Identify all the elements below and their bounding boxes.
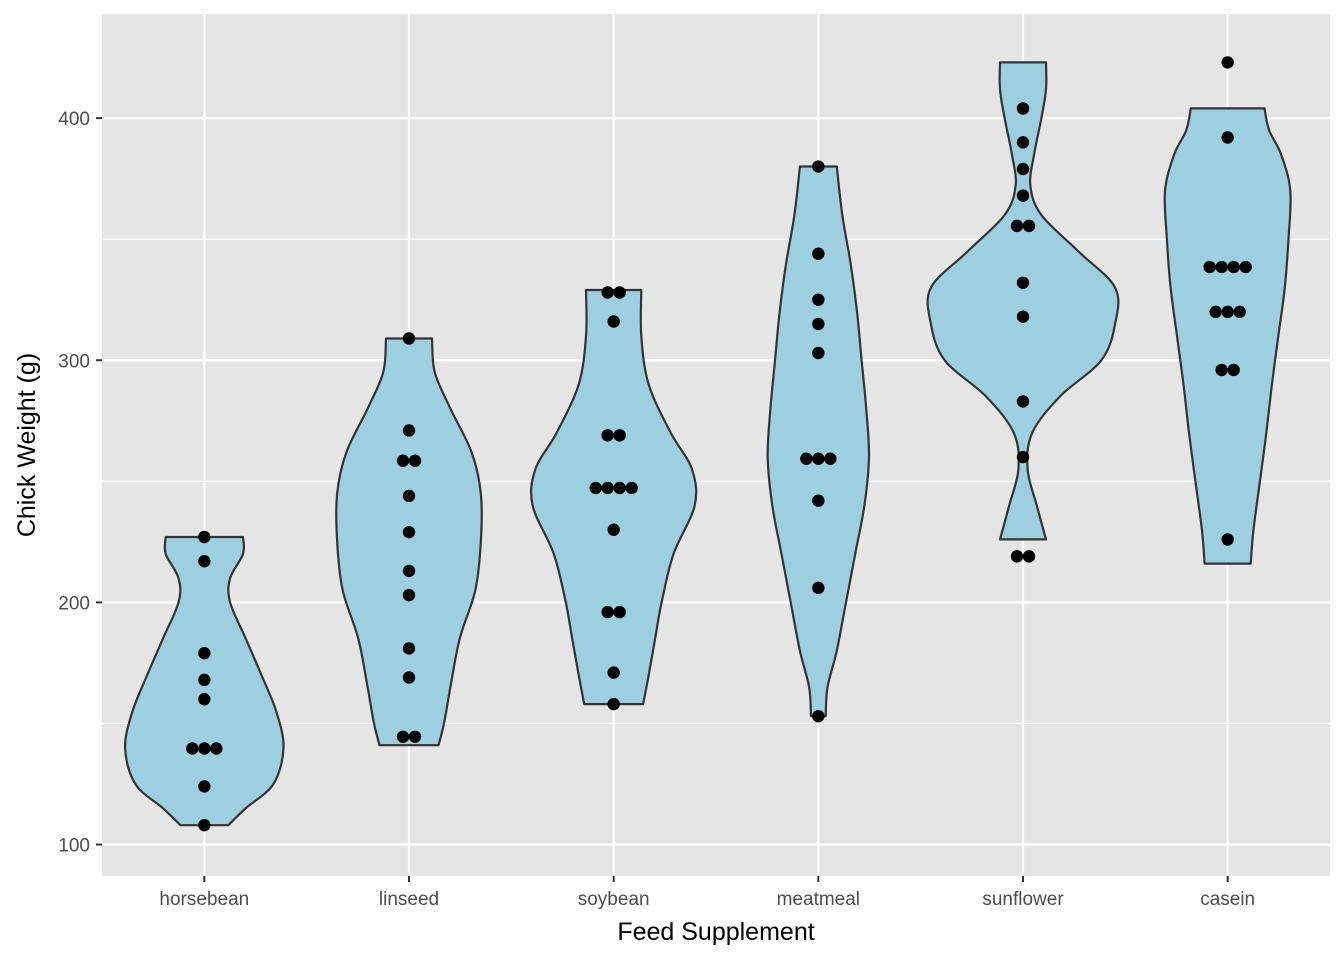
data-point-soybean <box>613 605 626 619</box>
data-point-sunflower <box>1016 276 1030 289</box>
data-point-meatmeal <box>812 581 825 595</box>
data-point-horsebean <box>198 647 211 660</box>
data-point-sunflower <box>1016 136 1030 149</box>
data-point-sunflower <box>1016 395 1030 408</box>
data-point-meatmeal <box>812 346 825 360</box>
data-point-horsebean <box>186 742 199 755</box>
data-point-meatmeal <box>812 494 825 507</box>
data-point-casein <box>1221 305 1234 319</box>
data-point-horsebean <box>198 530 211 544</box>
data-point-linseed <box>402 588 416 602</box>
data-point-meatmeal <box>800 452 813 465</box>
data-point-linseed <box>402 671 416 684</box>
data-point-meatmeal <box>812 452 825 465</box>
data-point-sunflower <box>1016 189 1030 202</box>
data-point-casein <box>1215 260 1228 274</box>
data-point-sunflower <box>1010 550 1024 563</box>
violin-meatmeal <box>766 165 871 718</box>
x-tick-label: casein <box>1200 889 1255 910</box>
data-point-soybean <box>607 697 620 711</box>
plot-panel <box>102 14 1330 876</box>
data-point-sunflower <box>1016 162 1030 176</box>
data-point-linseed <box>402 332 416 345</box>
data-point-soybean <box>601 481 614 495</box>
violin-sunflower <box>926 61 1120 541</box>
data-point-sunflower <box>1022 219 1036 233</box>
data-point-linseed <box>408 454 422 467</box>
data-point-soybean <box>607 666 620 679</box>
data-point-horsebean <box>198 818 211 832</box>
data-point-linseed <box>402 564 416 578</box>
data-point-soybean <box>625 481 638 495</box>
data-point-soybean <box>607 315 620 328</box>
data-point-linseed <box>396 454 410 467</box>
data-point-casein <box>1209 305 1222 319</box>
data-point-meatmeal <box>812 317 825 331</box>
data-point-soybean <box>613 429 626 442</box>
y-tick-label: 400 <box>58 109 90 130</box>
data-point-horsebean <box>210 742 223 755</box>
data-point-sunflower <box>1016 310 1030 323</box>
data-point-meatmeal <box>812 247 825 260</box>
violin-linseed <box>335 337 483 747</box>
data-point-soybean <box>601 429 614 442</box>
data-point-sunflower <box>1016 102 1030 115</box>
x-tick-label: soybean <box>578 889 650 910</box>
data-point-soybean <box>613 481 626 495</box>
violin-casein <box>1163 107 1292 565</box>
x-tick-label: horsebean <box>159 889 249 910</box>
x-tick-label: sunflower <box>982 889 1064 910</box>
data-point-casein <box>1221 56 1234 69</box>
data-point-soybean <box>613 286 626 299</box>
data-point-soybean <box>607 523 620 536</box>
data-point-casein <box>1221 533 1234 546</box>
x-tick-label: linseed <box>379 889 439 910</box>
data-point-casein <box>1233 305 1246 319</box>
data-point-horsebean <box>198 780 211 793</box>
data-point-soybean <box>601 605 614 619</box>
data-point-casein <box>1203 260 1216 274</box>
y-tick-label: 100 <box>58 836 90 857</box>
data-point-soybean <box>589 481 602 495</box>
data-point-horsebean <box>198 742 211 755</box>
y-axis-title: Chick Weight (g) <box>13 353 41 537</box>
y-tick-label: 200 <box>58 593 90 614</box>
violin-soybean <box>529 288 698 706</box>
data-point-meatmeal <box>812 293 825 306</box>
x-axis-title: Feed Supplement <box>617 918 814 946</box>
data-point-horsebean <box>198 555 211 568</box>
y-tick-label: 300 <box>58 351 90 372</box>
data-point-linseed <box>402 489 416 503</box>
data-point-linseed <box>396 730 410 743</box>
data-point-casein <box>1221 131 1234 144</box>
axes: 100 200 300 400 horsebean linseed soybean meatm… <box>58 109 1255 910</box>
data-point-horsebean <box>198 693 211 706</box>
data-point-sunflower <box>1022 550 1036 563</box>
data-point-sunflower <box>1016 450 1030 464</box>
violins <box>123 61 1292 827</box>
data-points <box>186 56 1252 832</box>
data-point-sunflower <box>1010 219 1024 233</box>
data-point-casein <box>1215 363 1228 377</box>
data-point-linseed <box>402 642 416 655</box>
data-point-horsebean <box>198 673 211 687</box>
x-tick-label: meatmeal <box>777 889 860 910</box>
data-point-casein <box>1239 260 1252 274</box>
data-point-casein <box>1227 260 1240 274</box>
data-point-meatmeal <box>824 452 837 465</box>
data-point-linseed <box>402 424 416 437</box>
data-point-linseed <box>402 525 416 539</box>
data-point-meatmeal <box>812 160 825 173</box>
data-point-casein <box>1227 363 1240 377</box>
data-point-soybean <box>601 286 614 299</box>
data-point-linseed <box>408 730 422 743</box>
data-point-meatmeal <box>812 709 825 723</box>
